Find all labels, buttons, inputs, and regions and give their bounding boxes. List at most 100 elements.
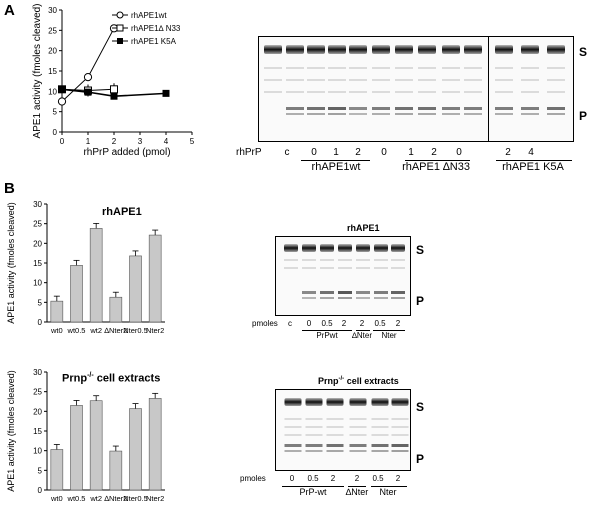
- gel-b2-lane-label: 0: [289, 474, 295, 483]
- gel-band-p: [418, 107, 436, 110]
- line-chart-legend-label: rhAPE1wt: [131, 11, 167, 20]
- gel-band-faint: [521, 67, 539, 69]
- gel-band-s: [442, 45, 460, 54]
- gel-band-faint: [395, 79, 413, 81]
- bar: [89, 228, 103, 323]
- gel-band-faint: [349, 67, 367, 69]
- gel-band-p2: [374, 297, 388, 299]
- gel-band-faint: [356, 259, 370, 261]
- gel-band-faint: [305, 426, 323, 428]
- bar-chart-ylabel: APE1 activity (fmoles cleaved): [6, 370, 16, 492]
- gel-band-p2: [307, 113, 325, 115]
- gel-band-faint: [521, 79, 539, 81]
- gel-band-faint: [495, 91, 513, 93]
- gel-band-s: [395, 45, 413, 54]
- gel-band-faint: [264, 79, 282, 81]
- gel-band-faint: [495, 67, 513, 69]
- gel-band-p: [307, 107, 325, 110]
- bar: [148, 234, 162, 323]
- gel-band-p2: [418, 113, 436, 115]
- line-chart-xtick-label: 2: [112, 137, 117, 146]
- gel-band-p: [284, 444, 302, 447]
- gel-a-lane-label: 0: [311, 147, 317, 158]
- gel-band-faint: [320, 259, 334, 261]
- gel-b1-lane-label: 2: [395, 319, 401, 328]
- gel-band-s: [286, 45, 304, 54]
- line-chart-legend-marker: [116, 24, 124, 32]
- gel-b2-box: [275, 389, 411, 471]
- gel-band-faint: [284, 426, 302, 428]
- gel-a-lane-label: 1: [333, 147, 339, 158]
- line-chart: 0 5 10 15 20 25 30 0 1 2 3 4 5 rhPrP added (pmol) APE1…: [32, 3, 195, 158]
- gel-b2-group-underline: [371, 486, 407, 487]
- gel-a-lane-label: c: [284, 147, 290, 158]
- gel-band-faint: [418, 67, 436, 69]
- gel-band-p2: [391, 450, 409, 452]
- gel-band-faint: [495, 79, 513, 81]
- gel-a-box-2: [488, 36, 574, 142]
- gel-band-faint: [371, 418, 389, 420]
- bar-chart-ytick-label: 30: [33, 368, 42, 377]
- gel-band-faint: [264, 67, 282, 69]
- gel-a-lane-label: 0: [456, 147, 462, 158]
- gel-band-faint: [284, 434, 302, 436]
- bar-chart-ytick-label: 5: [38, 298, 43, 307]
- gel-band-faint: [307, 79, 325, 81]
- gel-band-faint: [307, 67, 325, 69]
- gel-band-s: [464, 45, 482, 54]
- gel-band-p2: [302, 297, 316, 299]
- gel-band-s: [521, 45, 539, 54]
- line-chart-ytick-label: 0: [53, 128, 58, 137]
- gel-a-box-1: [258, 36, 490, 142]
- gel-band-s: [320, 244, 334, 252]
- gel-band-p2: [495, 113, 513, 115]
- gel-band-faint: [418, 91, 436, 93]
- gel-band-p2: [371, 450, 389, 452]
- gel-band-s: [418, 45, 436, 54]
- panel-letter-b: B: [4, 180, 15, 197]
- gel-band-faint: [286, 79, 304, 81]
- gel-band-faint: [547, 79, 565, 81]
- gel-b1-lane-label: 0.5: [374, 319, 386, 328]
- gel-band-faint: [547, 67, 565, 69]
- gel-a-s-label: S: [579, 45, 588, 59]
- line-chart-point: [162, 89, 170, 97]
- gel-b1-group-label: ∆Nter: [351, 331, 373, 340]
- gel-band-faint: [349, 426, 367, 428]
- gel-band-faint: [391, 426, 409, 428]
- line-chart-ytick-label: 25: [48, 26, 57, 35]
- gel-band-p: [521, 107, 539, 110]
- gel-band-p: [395, 107, 413, 110]
- gel-b1-lane-label: 2: [341, 319, 347, 328]
- gel-b2-title-sup: -/-: [338, 376, 345, 382]
- gel-band-faint: [442, 91, 460, 93]
- gel-band-p2: [521, 113, 539, 115]
- gel-band-s: [349, 45, 367, 54]
- gel-band-p: [349, 444, 367, 447]
- gel-band-faint: [395, 91, 413, 93]
- gel-band-faint: [284, 418, 302, 420]
- gel-band-s: [284, 244, 298, 252]
- line-chart-legend-marker: [117, 38, 123, 44]
- bar-chart-ytick-label: 0: [38, 486, 43, 495]
- gel-band-faint: [286, 67, 304, 69]
- bar: [129, 255, 142, 323]
- gel-band-faint: [302, 259, 316, 261]
- gel-a-image-2: [495, 45, 565, 115]
- gel-b1-group-label: Nter: [381, 331, 397, 340]
- gel-band-p: [495, 107, 513, 110]
- gel-band-s: [302, 244, 316, 252]
- gel-b2-lane-label: 0.5: [307, 474, 319, 483]
- gel-band-p: [442, 107, 460, 110]
- line-chart-point: [110, 92, 118, 100]
- line-chart-xlabel: rhPrP added (pmol): [83, 147, 170, 158]
- line-chart-xtick-label: 1: [86, 137, 91, 146]
- gel-a-lane-label: 1: [408, 147, 414, 158]
- bar-chart-ytick-label: 10: [33, 447, 42, 456]
- bar-chart-ytick-label: 0: [38, 318, 43, 327]
- gel-b1-group-underline: [302, 330, 352, 331]
- bar-chart-ytick-label: 20: [33, 407, 42, 416]
- gel-a-group-underline: [496, 160, 572, 161]
- gel-band-p2: [395, 113, 413, 115]
- line-chart-point: [83, 73, 93, 82]
